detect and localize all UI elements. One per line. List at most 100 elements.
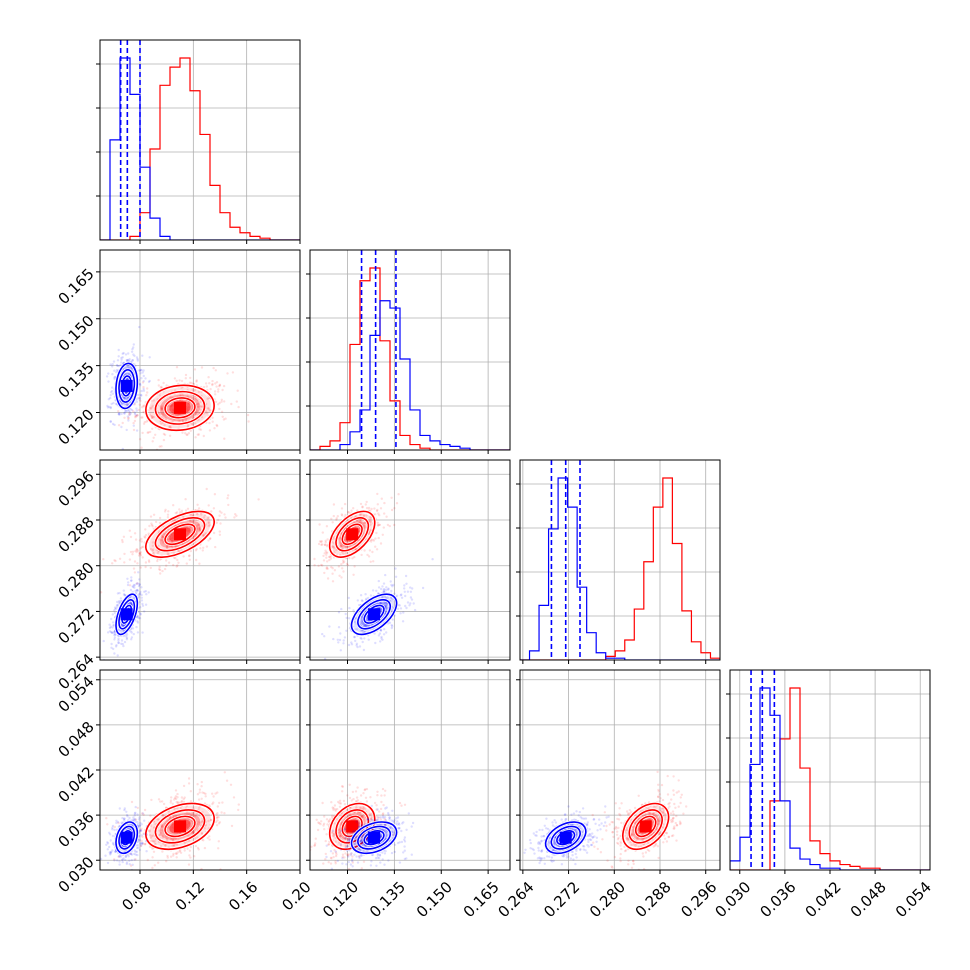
scatter-point [409, 586, 412, 589]
scatter-point [355, 806, 358, 809]
scatter-point [117, 641, 120, 644]
scatter-point [409, 602, 412, 605]
scatter-point [126, 583, 130, 587]
scatter-point [616, 841, 619, 845]
panel-3-1: 0.120 0.135 0.150 0.165 [306, 669, 511, 921]
scatter-point [405, 606, 408, 610]
scatter-point [186, 424, 190, 427]
scatter-point [370, 804, 373, 808]
scatter-point [331, 831, 334, 835]
scatter-point [391, 625, 394, 628]
scatter-point [343, 636, 347, 639]
scatter-point [120, 425, 123, 429]
scatter-point [395, 594, 399, 597]
scatter-point [117, 855, 120, 858]
scatter-point [139, 844, 143, 848]
scatter-point [338, 638, 342, 642]
scatter-point [143, 832, 146, 836]
scatter-point [135, 414, 138, 417]
scatter-point [382, 526, 385, 529]
scatter-point [399, 612, 402, 615]
scatter-point [403, 803, 407, 806]
scatter-point [363, 526, 366, 529]
scatter-point [140, 540, 143, 543]
contour-blue [118, 825, 136, 850]
panel-content [310, 783, 415, 870]
y-tick-label: 0.048 [55, 718, 98, 761]
scatter-point [660, 783, 664, 787]
scatter-point [218, 510, 222, 513]
scatter-point [161, 409, 164, 412]
scatter-point [618, 807, 621, 810]
scatter-point [653, 844, 657, 847]
scatter-point [109, 363, 112, 366]
scatter-point [349, 863, 353, 866]
scatter-point [138, 403, 141, 406]
scatter-point [632, 825, 635, 828]
scatter-point [355, 642, 359, 645]
scatter-point [412, 602, 415, 605]
scatter-point [320, 540, 323, 544]
scatter-point [109, 406, 112, 410]
scatter-point [111, 828, 114, 831]
scatter-point [137, 393, 140, 397]
scatter-point [367, 596, 370, 600]
scatter-point [360, 629, 363, 632]
scatter-point [196, 433, 199, 436]
scatter-point [154, 822, 157, 826]
panel-frame [309, 249, 511, 451]
scatter-point [130, 638, 133, 641]
scatter-point [151, 856, 154, 859]
scatter-point [385, 834, 388, 837]
scatter-point [148, 379, 151, 383]
scatter-point [149, 414, 153, 418]
scatter-point [336, 638, 339, 641]
scatter-point [342, 561, 345, 564]
scatter-point [223, 812, 226, 815]
panel-2-2 [516, 459, 721, 664]
scatter-point [156, 559, 159, 563]
scatter-point [672, 816, 675, 820]
scatter-point [313, 844, 317, 847]
scatter-point [152, 552, 155, 555]
scatter-point [338, 799, 342, 802]
scatter-point [328, 558, 331, 562]
scatter-point [106, 861, 110, 865]
scatter-point [147, 591, 150, 594]
scatter-point [375, 589, 378, 592]
scatter-point [617, 836, 620, 840]
scatter-point [135, 548, 139, 551]
scatter-point [405, 582, 408, 585]
scatter-point [383, 794, 386, 797]
scatter-point [373, 507, 376, 510]
scatter-point [339, 848, 343, 851]
scatter-point [628, 812, 632, 815]
scatter-point [133, 571, 137, 574]
scatter-point [179, 851, 183, 854]
scatter-point [132, 583, 136, 587]
scatter-point [158, 516, 162, 520]
scatter-point [363, 524, 366, 528]
scatter-point [140, 394, 143, 397]
scatter-point [135, 850, 139, 853]
scatter-point [109, 420, 112, 423]
scatter-point [400, 829, 403, 833]
scatter-point [188, 849, 192, 852]
scatter-point [110, 630, 113, 634]
scatter-point [209, 818, 213, 821]
scatter-point [112, 842, 115, 846]
scatter-point [147, 559, 151, 562]
contour-red [164, 397, 196, 419]
scatter-point [136, 549, 140, 552]
scatter-point [376, 808, 379, 811]
scatter-point [144, 842, 147, 846]
scatter-point [212, 795, 215, 798]
scatter-point [113, 632, 117, 636]
scatter-point [379, 608, 382, 611]
scatter-point [161, 536, 164, 539]
scatter-point [208, 838, 211, 841]
scatter-point [223, 437, 226, 440]
scatter-point [174, 852, 178, 855]
scatter-point [158, 568, 161, 571]
scatter-point [156, 551, 160, 555]
